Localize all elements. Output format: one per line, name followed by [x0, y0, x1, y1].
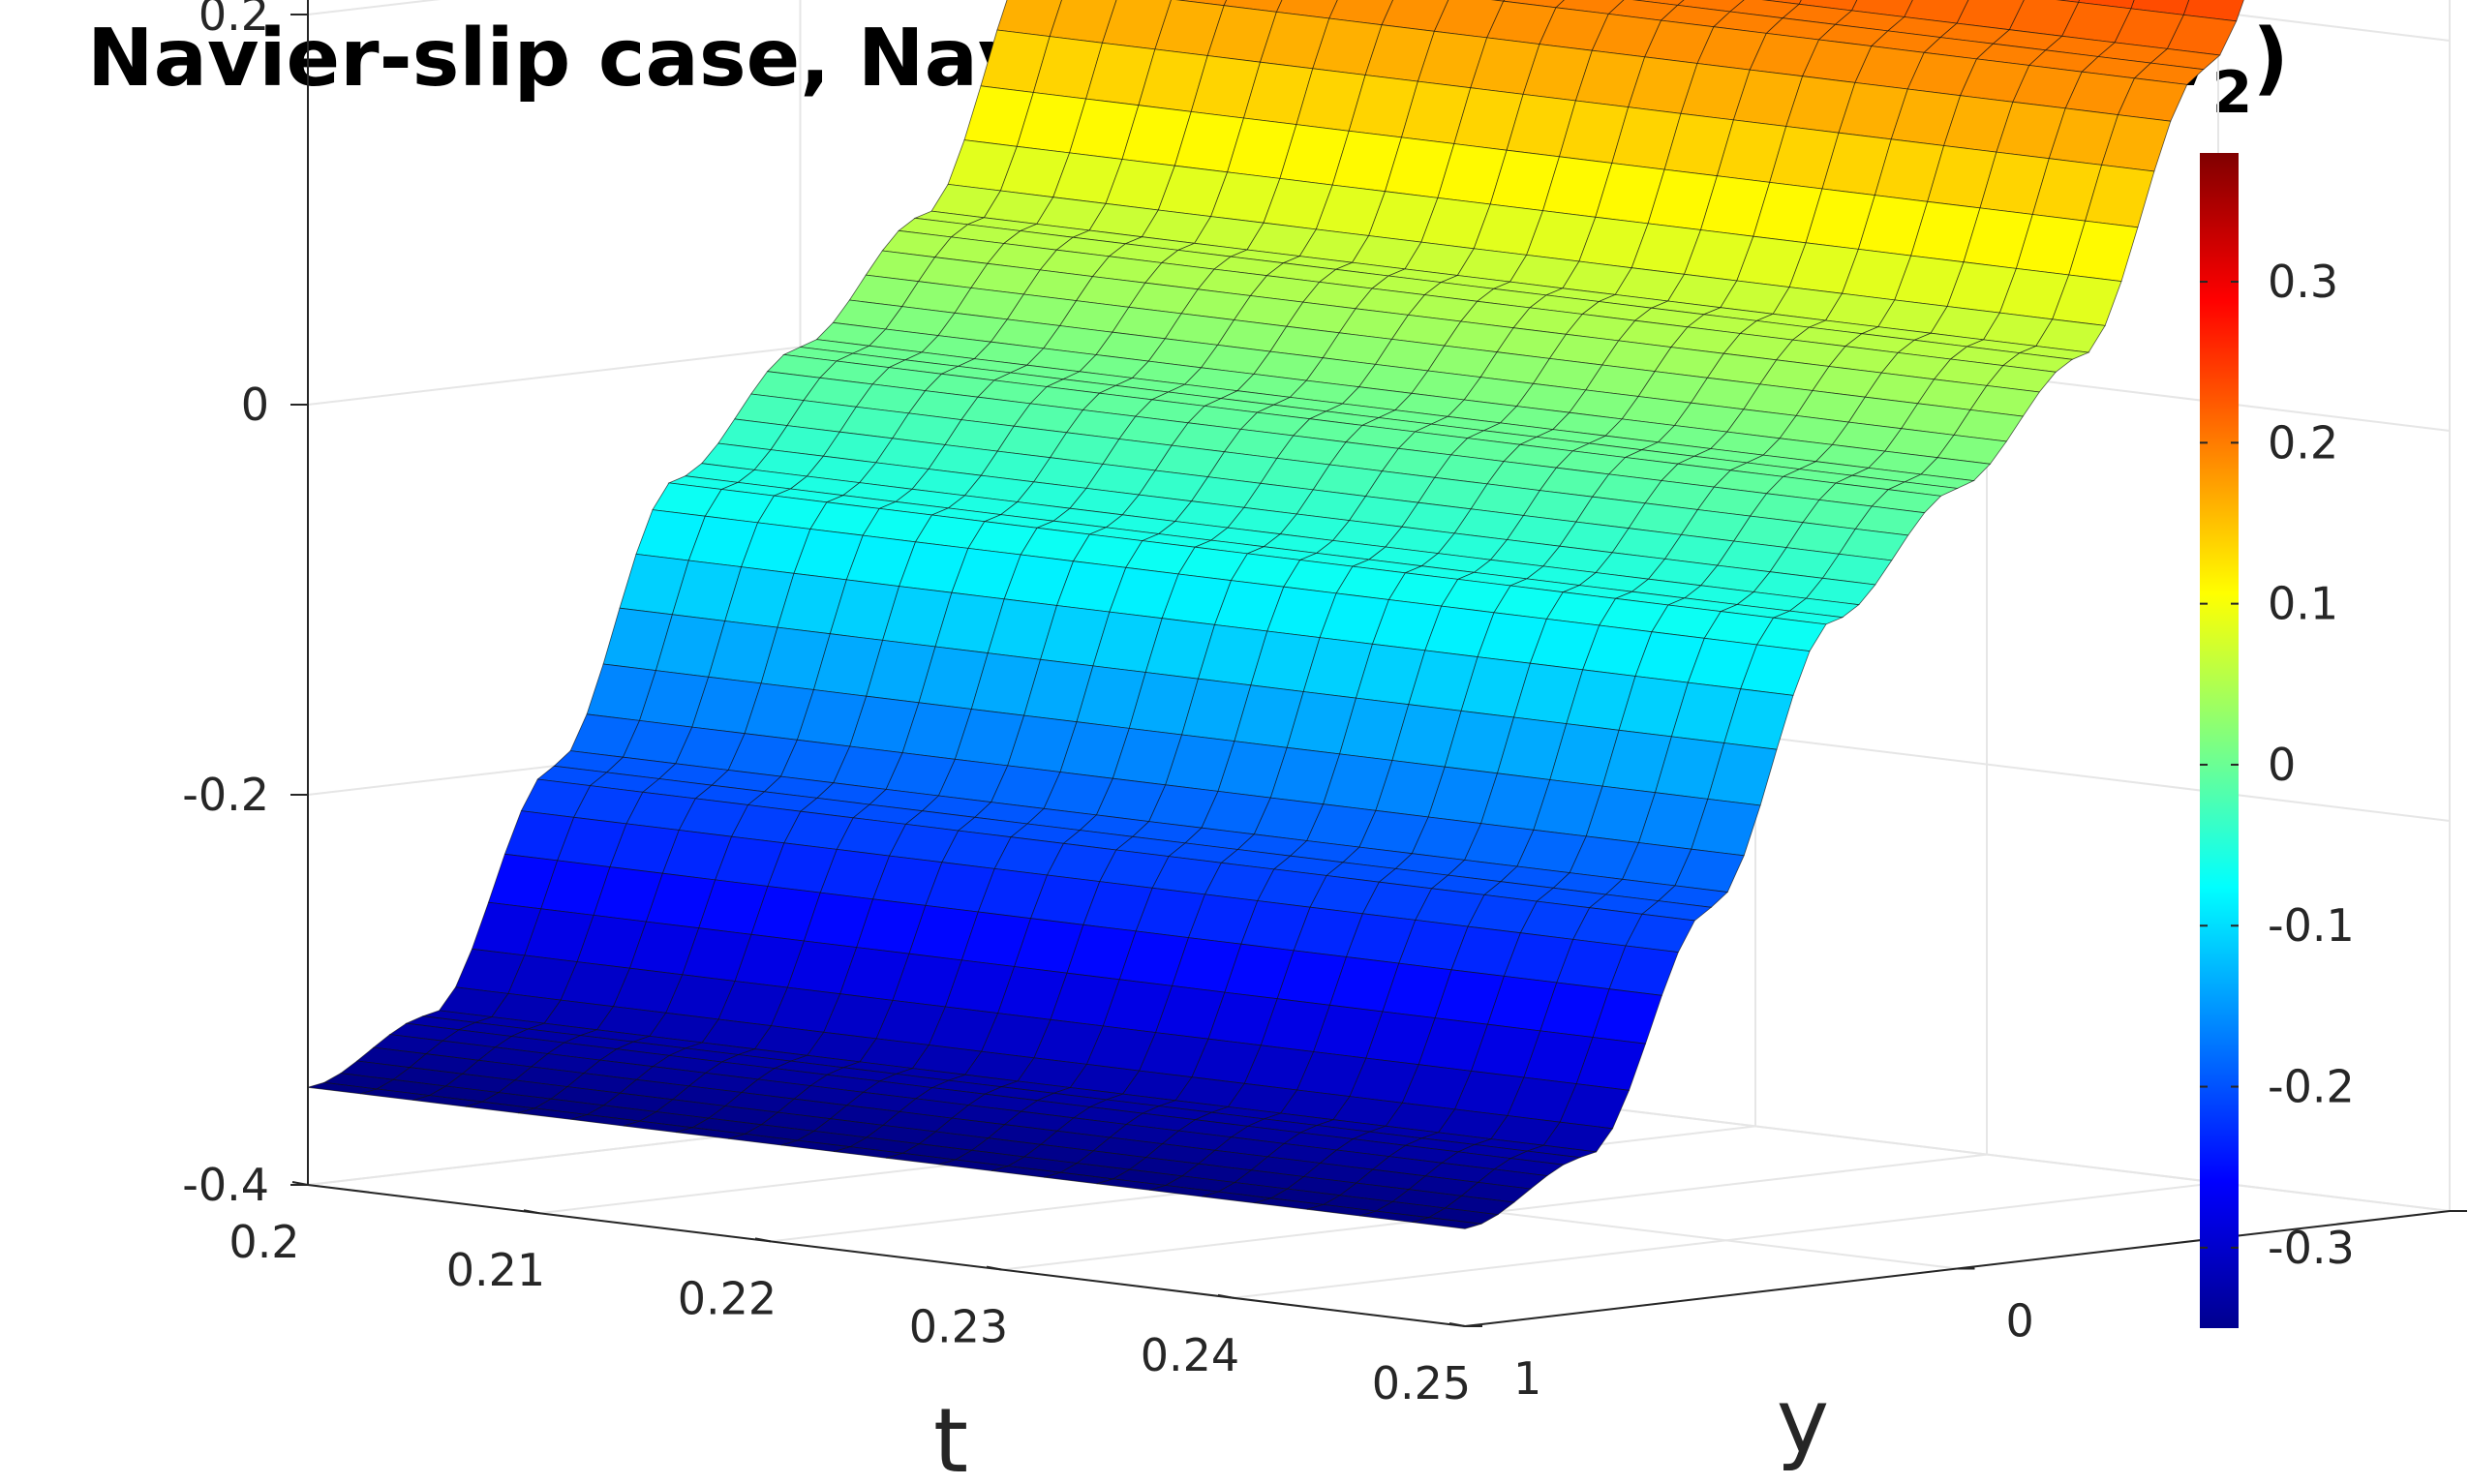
colorbar-tick-label: -0.2: [2268, 1061, 2355, 1113]
colorbar-tick-label: -0.3: [2268, 1222, 2355, 1274]
x-tick-mark: [523, 1209, 540, 1215]
x-tick-mark: [1217, 1293, 1234, 1299]
surface-plot: [307, 0, 2244, 1229]
x-tick-mark: [1448, 1322, 1466, 1327]
colorbar-tick-label: 0.2: [2268, 416, 2338, 469]
colorbar: [2200, 153, 2239, 1328]
axes: [290, 0, 2467, 1327]
colorbar-tick-label: 0: [2268, 739, 2296, 791]
z-tick-label: -0.2: [182, 769, 269, 821]
z-tick-labels: -0.4-0.200.20.4: [182, 0, 269, 1211]
x-tick-label: 0.23: [909, 1301, 1008, 1353]
colorbar-tick-label: 0.1: [2268, 578, 2338, 630]
colorbar-tick-label: 0.3: [2268, 256, 2338, 308]
grid-line-z-back-3: [2108, 0, 2451, 42]
x-axis-label: t: [933, 1389, 968, 1484]
surface-patch: [1412, 1217, 1482, 1229]
colorbar-tick-label: -0.1: [2268, 899, 2355, 952]
x-tick-mark: [754, 1237, 772, 1243]
y-axis-label: y: [1777, 1370, 1829, 1473]
y-tick-label: 0: [2006, 1295, 2034, 1348]
x-axis-line: [307, 1184, 1466, 1327]
x-tick-label: 0.22: [678, 1272, 777, 1324]
y-tick-labels: -101: [1513, 1295, 2034, 1406]
z-tick-label: 0: [241, 379, 269, 431]
y-tick-label: 1: [1513, 1352, 1541, 1405]
x-tick-label: 0.25: [1372, 1357, 1471, 1409]
x-tick-label: 0.24: [1141, 1329, 1239, 1381]
x-tick-label: 0.21: [446, 1244, 545, 1296]
x-tick-label: 0.2: [229, 1216, 299, 1268]
z-tick-label: 0.2: [198, 0, 269, 41]
colorbar-ticks: -0.3 -0.2 -0.1 0 0.1 0.2 0.3: [2200, 256, 2355, 1274]
x-tick-labels: 0.2 0.21 0.22 0.23 0.24 0.25: [229, 1216, 1471, 1409]
x-tick-mark: [986, 1265, 1003, 1271]
z-tick-label: -0.4: [182, 1159, 269, 1211]
